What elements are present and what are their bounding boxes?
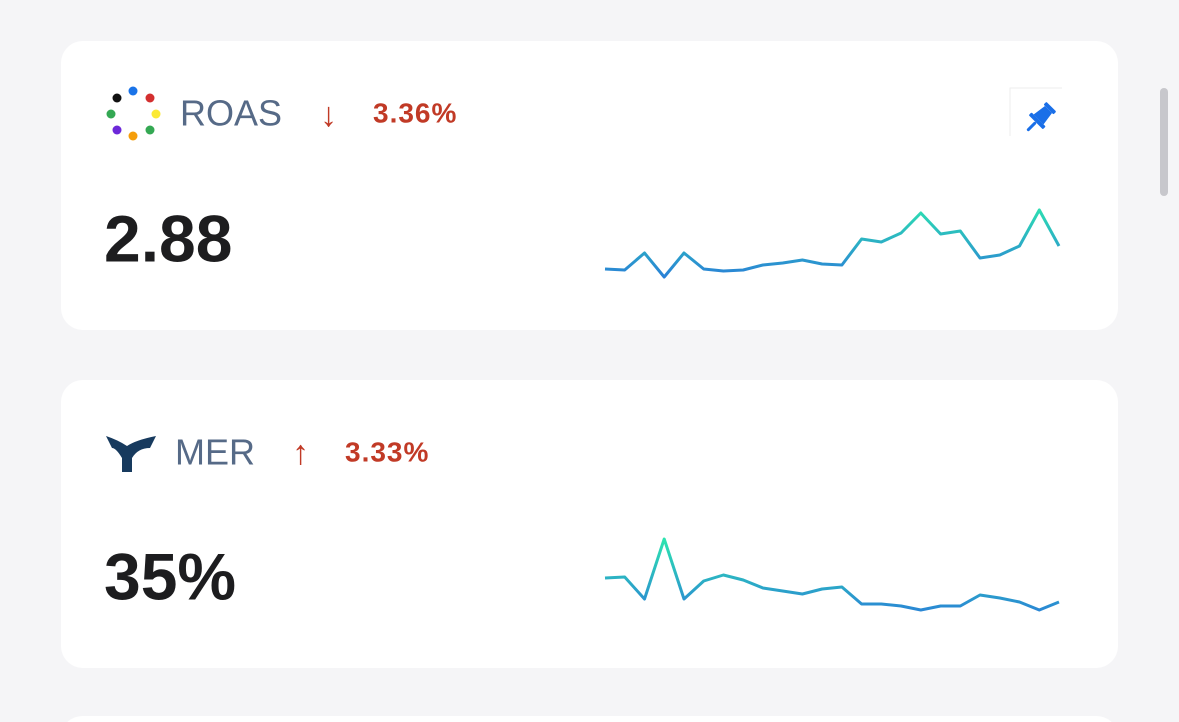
metric-card[interactable]	[61, 41, 1118, 330]
metric-change: 3.33%	[345, 436, 429, 467]
trend-arrow: ↑	[292, 434, 309, 472]
roas-icon	[106, 86, 161, 141]
pin-button[interactable]	[1009, 87, 1062, 138]
metric-card[interactable]	[61, 716, 1118, 722]
sparkline	[604, 537, 1060, 612]
sparkline	[604, 208, 1061, 279]
metric-value: 35%	[104, 539, 236, 613]
metric-value: 2.88	[104, 201, 232, 275]
scrollbar[interactable]	[1160, 88, 1168, 196]
metric-name: ROAS	[180, 93, 282, 134]
mer-icon	[106, 436, 156, 472]
trend-arrow: ↓	[320, 96, 337, 134]
metric-change: 3.36%	[373, 97, 457, 128]
metric-card[interactable]	[61, 380, 1118, 668]
metric-name: MER	[175, 432, 255, 473]
